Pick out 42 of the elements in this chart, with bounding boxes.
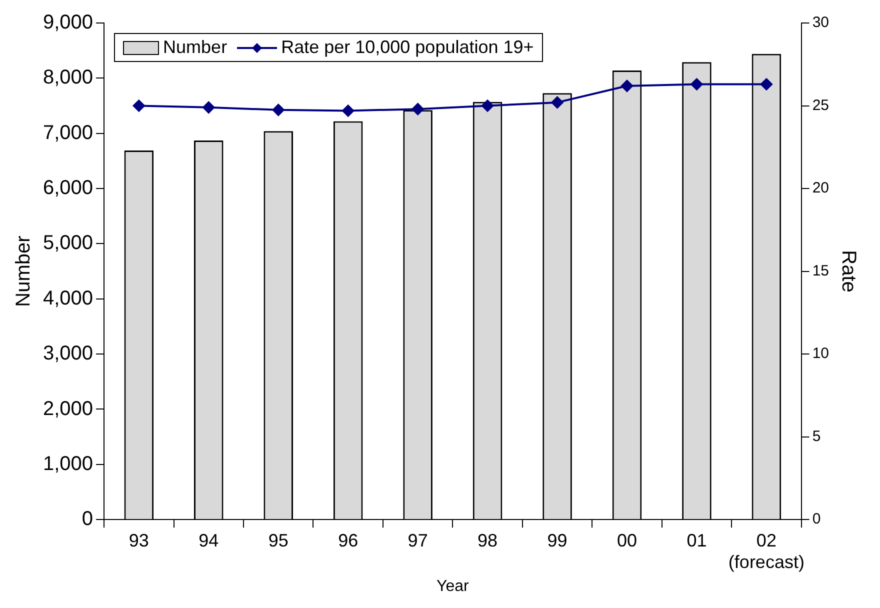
x-tick-label: 94 <box>198 530 219 550</box>
y-axis-title: Number <box>12 235 35 307</box>
point <box>621 80 633 92</box>
point <box>342 104 354 117</box>
y2-tick-label: 20 <box>812 180 830 197</box>
y-tick-label: 0 <box>82 508 94 530</box>
y-tick-label: 2,000 <box>42 398 94 420</box>
x-tick-label: 96 <box>338 530 358 550</box>
point <box>551 96 564 108</box>
y-tick-label: 1,000 <box>42 452 94 475</box>
x-tick-label: 97 <box>408 530 428 550</box>
x-tick-label: 00 <box>616 530 638 550</box>
x-tick-label: 01 <box>686 530 707 550</box>
y2-tick-label: 0 <box>812 510 821 528</box>
point <box>690 78 703 90</box>
y-tick-label: 5,000 <box>42 232 94 254</box>
x-axis-title: Year <box>436 578 470 595</box>
x-tick-label: 02 (forecast) <box>728 530 804 572</box>
y-tick-label: 8,000 <box>42 66 94 89</box>
point <box>412 103 424 116</box>
x-tick-label: 98 <box>478 530 498 550</box>
point <box>202 101 215 114</box>
y2-tick-label: 15 <box>812 262 830 280</box>
y-tick-label: 9,000 <box>42 12 94 34</box>
x-tick-label: 95 <box>268 530 288 550</box>
y2-axis-title: Rate <box>837 250 860 292</box>
y-tick-label: 3,000 <box>42 342 94 365</box>
legend-label: Number <box>163 37 228 58</box>
y-tick-label: 6,000 <box>42 177 94 200</box>
legend-label: Rate per 10,000 population 19+ <box>281 37 534 58</box>
point <box>760 78 772 90</box>
x-tick-label: 93 <box>128 530 149 550</box>
y2-tick-label: 30 <box>812 14 830 32</box>
y2-tick-label: 5 <box>812 428 821 445</box>
y-tick-label: 7,000 <box>42 122 94 144</box>
y2-tick-label: 25 <box>812 96 830 114</box>
point <box>132 100 145 112</box>
y-tick-label: 4,000 <box>42 287 94 310</box>
point <box>272 104 284 116</box>
point <box>482 100 494 112</box>
x-tick-label: 99 <box>547 530 568 550</box>
y2-tick-label: 10 <box>812 345 830 362</box>
